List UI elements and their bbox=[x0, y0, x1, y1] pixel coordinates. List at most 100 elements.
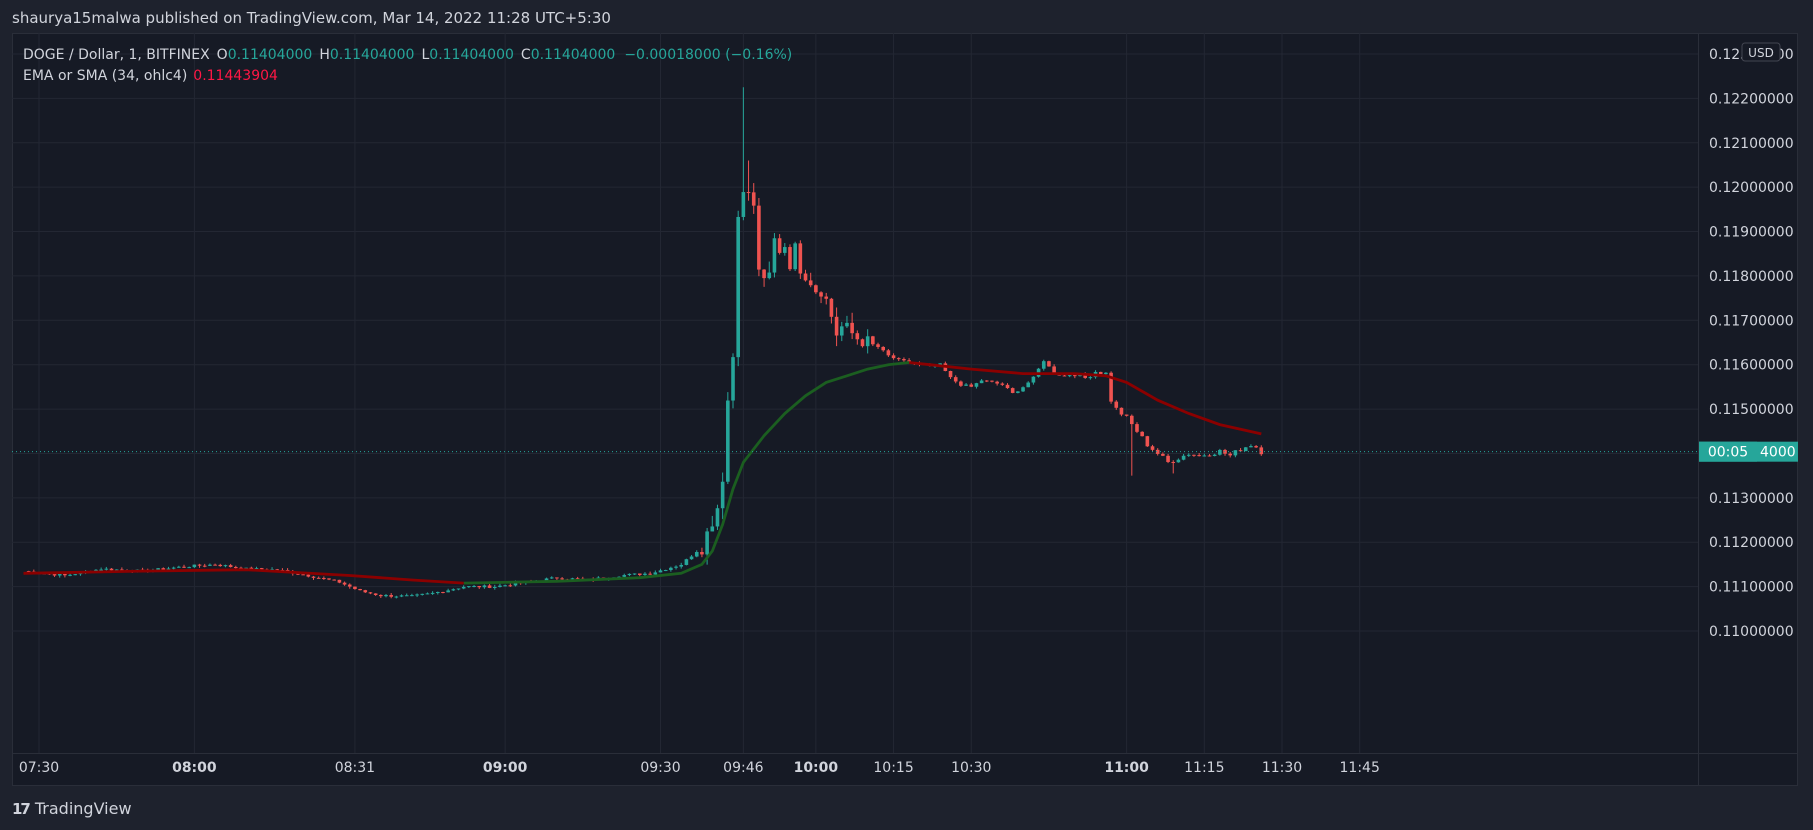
candle bbox=[73, 573, 78, 576]
candle-body bbox=[1016, 391, 1020, 393]
candle bbox=[865, 329, 870, 354]
candle-body bbox=[120, 569, 124, 571]
candle bbox=[990, 380, 994, 383]
candle-body bbox=[311, 576, 316, 578]
candle-body bbox=[26, 571, 31, 573]
candle-body bbox=[467, 586, 471, 588]
candle-body bbox=[896, 358, 901, 360]
candle bbox=[213, 563, 217, 566]
candle-body bbox=[1176, 459, 1181, 463]
candle-body bbox=[622, 575, 627, 577]
candle-body bbox=[208, 564, 212, 566]
candle bbox=[420, 593, 425, 596]
candle bbox=[1202, 453, 1207, 457]
candle-body bbox=[379, 595, 383, 597]
candle bbox=[783, 243, 787, 256]
candle bbox=[694, 550, 699, 558]
x-tick-label: 08:00 bbox=[172, 760, 217, 776]
candle bbox=[1218, 448, 1222, 456]
x-tick-label: 11:15 bbox=[1184, 760, 1224, 776]
candle-body bbox=[824, 296, 829, 299]
tradingview-logo[interactable]: 17 TradingView bbox=[12, 799, 132, 818]
candle bbox=[1186, 453, 1191, 457]
candle bbox=[1161, 452, 1165, 457]
candle bbox=[1119, 407, 1124, 417]
indicator-label[interactable]: EMA or SMA (34, ohlc4) bbox=[23, 68, 188, 84]
candle-body bbox=[751, 192, 756, 206]
y-tick-label: 0.11200000 bbox=[1709, 535, 1794, 551]
candle-body bbox=[389, 594, 393, 597]
candle bbox=[492, 584, 497, 590]
x-tick-label: 09:30 bbox=[640, 760, 680, 776]
candle bbox=[648, 571, 652, 576]
candle-body bbox=[1140, 431, 1144, 437]
candle-body bbox=[555, 577, 559, 579]
candle bbox=[560, 576, 564, 580]
candle bbox=[1171, 460, 1176, 474]
y-tick-label: 0.11100000 bbox=[1709, 580, 1794, 596]
high-value: 0.11404000 bbox=[329, 47, 415, 63]
indicator-value: 0.11443904 bbox=[193, 68, 278, 84]
open-value: 0.11404000 bbox=[227, 47, 313, 63]
y-tick-label: 0.11700000 bbox=[1709, 313, 1794, 329]
candle-body bbox=[684, 559, 689, 565]
candle-body bbox=[544, 578, 549, 581]
candle bbox=[824, 292, 829, 305]
candle bbox=[425, 592, 430, 595]
candle-body bbox=[700, 552, 704, 555]
candle bbox=[1192, 454, 1196, 457]
candle bbox=[793, 241, 797, 272]
y-tick-label: 0.11800000 bbox=[1709, 269, 1794, 285]
candle bbox=[953, 375, 958, 384]
candle-body bbox=[669, 567, 673, 571]
candle-body bbox=[1202, 455, 1207, 457]
candle-body bbox=[415, 594, 419, 596]
candle bbox=[1249, 444, 1253, 448]
candlestick-chart[interactable]: 0.123000000.122000000.121000000.12000000… bbox=[12, 33, 1798, 786]
candle-body bbox=[1098, 371, 1103, 375]
candle-body bbox=[306, 574, 311, 577]
currency-button[interactable]: USD bbox=[1741, 42, 1781, 62]
candle-body bbox=[969, 384, 974, 387]
candle bbox=[741, 87, 746, 221]
candle-body bbox=[1161, 453, 1165, 456]
candle-body bbox=[1249, 446, 1253, 448]
axes: 0.123000000.122000000.121000000.12000000… bbox=[12, 33, 1798, 786]
candle-body bbox=[327, 578, 331, 580]
candle bbox=[1254, 445, 1258, 449]
candle bbox=[311, 575, 316, 580]
candle-body bbox=[223, 565, 228, 567]
candle bbox=[1000, 382, 1005, 386]
candle bbox=[404, 593, 409, 597]
candle-body bbox=[513, 582, 518, 586]
candle-body bbox=[166, 568, 171, 570]
candle-body bbox=[948, 370, 953, 378]
candle-body bbox=[456, 588, 461, 590]
candle bbox=[477, 585, 482, 589]
candle bbox=[871, 335, 875, 347]
x-tick-label: 07:30 bbox=[19, 760, 59, 776]
candle-body bbox=[1062, 375, 1067, 377]
y-tick-label: 0.12000000 bbox=[1709, 180, 1794, 196]
candle-body bbox=[228, 565, 233, 568]
symbol-label[interactable]: DOGE / Dollar, 1, BITFINEX bbox=[23, 47, 210, 63]
candle bbox=[410, 593, 414, 597]
candle-body bbox=[865, 336, 870, 347]
candle bbox=[1233, 450, 1238, 458]
candle-body bbox=[658, 570, 663, 573]
candle-body bbox=[855, 333, 860, 340]
candle-body bbox=[1047, 361, 1051, 367]
candle-body bbox=[503, 585, 507, 587]
candle-body bbox=[1145, 436, 1150, 447]
candle-body bbox=[953, 377, 958, 382]
candle-body bbox=[332, 579, 337, 581]
candle bbox=[451, 588, 456, 592]
candle bbox=[228, 563, 233, 568]
candle-body bbox=[1233, 450, 1238, 456]
candle-body bbox=[52, 573, 57, 576]
candle bbox=[1176, 458, 1181, 463]
candle-body bbox=[710, 526, 715, 532]
candle-body bbox=[347, 584, 352, 587]
x-tick-label: 09:46 bbox=[723, 760, 763, 776]
candle bbox=[358, 588, 362, 591]
